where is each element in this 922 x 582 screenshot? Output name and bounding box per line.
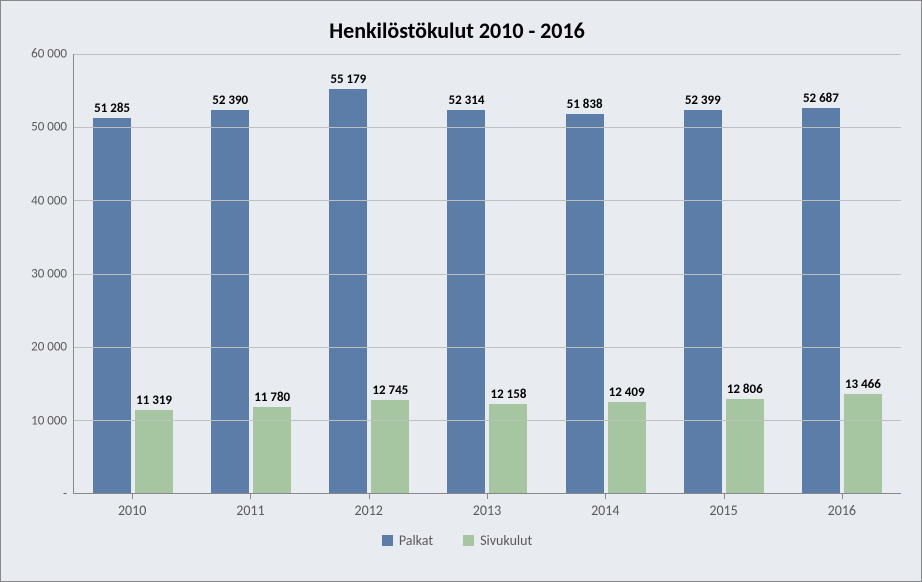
bar-value-label: 11 319: [136, 393, 172, 408]
bar: 13 466: [844, 394, 882, 493]
bar-value-label: 52 314: [449, 93, 485, 108]
x-tick-label: 2010: [73, 494, 191, 524]
chart-container: Henkilöstökulut 2010 - 2016 - 10 000 20 00…: [0, 0, 922, 582]
legend-label: Sivukulut: [480, 532, 532, 549]
bar-value-label: 12 409: [609, 385, 645, 400]
plot-area: 51 28511 31952 39011 78055 17912 74552 3…: [73, 54, 901, 494]
gridline: [74, 347, 901, 348]
gridline: [74, 127, 901, 128]
legend-item: Palkat: [382, 532, 433, 549]
bar-rect: [93, 118, 131, 493]
bar-rect: [329, 89, 367, 493]
bar: 52 390: [211, 110, 249, 493]
y-axis: -10 00020 00030 00040 00050 00060 000: [13, 54, 73, 494]
bar-rect: [844, 394, 882, 493]
bar-rect: [726, 399, 764, 493]
x-axis: 2010201120122013201420152016: [73, 494, 901, 524]
gridline: [74, 54, 901, 55]
bar: 55 179: [329, 89, 367, 493]
bar: 11 319: [135, 410, 173, 493]
y-tick-label: 30 000: [31, 267, 67, 282]
gridline: [74, 420, 901, 421]
y-tick-label: 40 000: [31, 193, 67, 208]
bar: 52 687: [802, 108, 840, 493]
y-tick-label: 50 000: [31, 120, 67, 135]
bar-value-label: 12 806: [727, 382, 763, 397]
legend-item: Sivukulut: [463, 532, 532, 549]
y-tick-label: 60 000: [31, 47, 67, 62]
bar-rect: [211, 110, 249, 493]
bar: 12 745: [371, 400, 409, 493]
bar-rect: [371, 400, 409, 493]
y-tick-label: -: [63, 487, 67, 502]
x-tick-label: 2015: [664, 494, 782, 524]
bar-rect: [566, 114, 604, 493]
bar-rect: [684, 110, 722, 493]
bar-rect: [489, 404, 527, 493]
legend-label: Palkat: [399, 532, 433, 549]
bar: 51 838: [566, 114, 604, 493]
bar-rect: [608, 402, 646, 493]
bar: 52 314: [447, 110, 485, 493]
bar-value-label: 51 838: [567, 97, 603, 112]
bar-value-label: 11 780: [254, 390, 290, 405]
gridline: [74, 200, 901, 201]
chart-title: Henkilöstökulut 2010 - 2016: [13, 17, 901, 44]
gridline: [74, 274, 901, 275]
y-tick-label: 10 000: [31, 413, 67, 428]
legend-swatch: [382, 535, 393, 546]
x-tick-label: 2014: [546, 494, 664, 524]
x-tick-label: 2012: [310, 494, 428, 524]
bar-rect: [802, 108, 840, 493]
bar-value-label: 51 285: [94, 101, 130, 116]
bar-value-label: 12 158: [491, 387, 527, 402]
bar: 12 158: [489, 404, 527, 493]
plot-wrapper: -10 00020 00030 00040 00050 00060 000 51…: [13, 54, 901, 494]
bar: 12 409: [608, 402, 646, 493]
bar-value-label: 52 687: [803, 91, 839, 106]
x-tick-label: 2011: [191, 494, 309, 524]
x-tick-label: 2013: [428, 494, 546, 524]
legend-swatch: [463, 535, 474, 546]
legend: Palkat Sivukulut: [13, 532, 901, 549]
bar: 12 806: [726, 399, 764, 493]
x-tick-label: 2016: [783, 494, 901, 524]
bar: 51 285: [93, 118, 131, 493]
bar-value-label: 12 745: [372, 383, 408, 398]
bar-value-label: 52 399: [685, 93, 721, 108]
bar-rect: [135, 410, 173, 493]
bar-value-label: 13 466: [845, 377, 881, 392]
bar: 52 399: [684, 110, 722, 493]
bar-rect: [447, 110, 485, 493]
bar-value-label: 55 179: [330, 72, 366, 87]
y-tick-label: 20 000: [31, 340, 67, 355]
bar-value-label: 52 390: [212, 93, 248, 108]
